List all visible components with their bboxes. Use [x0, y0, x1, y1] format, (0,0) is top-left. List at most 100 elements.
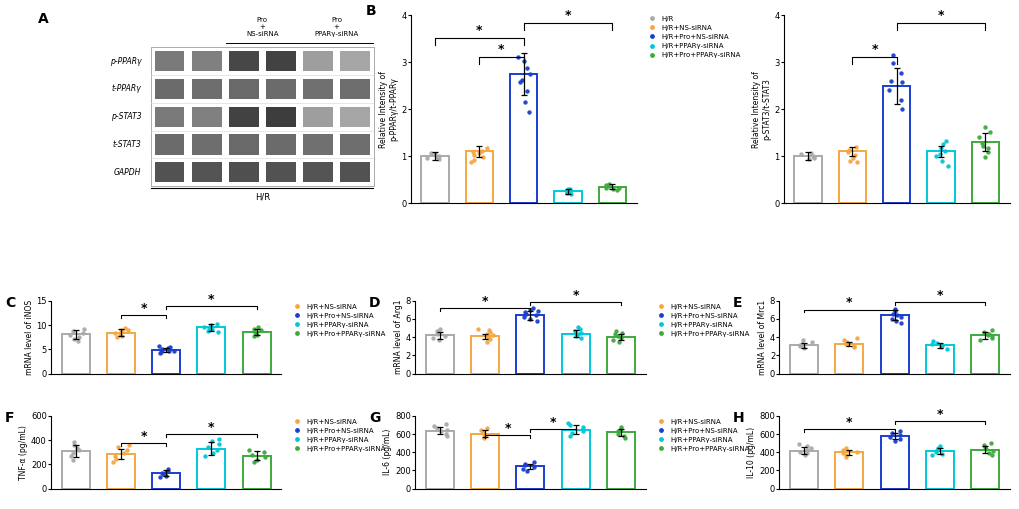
Text: *: *	[549, 415, 555, 429]
Bar	[151, 47, 373, 186]
Point	[834, 445, 850, 454]
Point	[517, 98, 533, 106]
Bar	[155, 162, 184, 182]
Point	[519, 64, 535, 72]
Text: *: *	[208, 293, 214, 305]
Point	[525, 304, 541, 312]
Point	[526, 458, 542, 466]
Point	[611, 425, 628, 433]
Point	[979, 448, 996, 457]
Point	[886, 307, 902, 315]
Point	[200, 327, 216, 335]
Point	[609, 430, 626, 438]
Bar	[471, 336, 498, 374]
Point	[65, 334, 82, 343]
Point	[887, 437, 903, 445]
Point	[517, 307, 533, 316]
Text: *: *	[497, 43, 504, 55]
Point	[892, 435, 908, 443]
Point	[153, 348, 169, 356]
Point	[65, 449, 82, 457]
Bar	[228, 162, 259, 182]
Point	[519, 467, 535, 475]
Point	[573, 334, 589, 342]
Point	[597, 184, 613, 192]
Point	[933, 449, 950, 458]
Point	[609, 332, 626, 341]
Bar	[266, 79, 296, 99]
Point	[107, 452, 123, 460]
Point	[838, 453, 854, 461]
Text: *: *	[141, 302, 147, 315]
Point	[794, 341, 810, 349]
Point	[798, 445, 814, 454]
Point	[431, 155, 447, 163]
Point	[204, 437, 220, 445]
Point	[428, 330, 444, 338]
Text: *: *	[846, 415, 852, 429]
Point	[931, 343, 948, 351]
Point	[795, 344, 811, 352]
Point	[201, 324, 217, 332]
Bar	[516, 316, 544, 374]
Point	[891, 431, 907, 439]
Text: *: *	[935, 289, 943, 302]
Point	[482, 328, 498, 336]
Bar	[970, 449, 998, 489]
Text: Pro
+
PPARγ-siRNA: Pro + PPARγ-siRNA	[314, 17, 359, 37]
Point	[848, 334, 864, 342]
Point	[892, 96, 908, 104]
Point	[430, 336, 446, 344]
Point	[248, 329, 264, 337]
Bar	[243, 456, 270, 489]
Point	[792, 447, 808, 456]
Bar	[340, 134, 370, 155]
Point	[845, 343, 861, 351]
Point	[105, 458, 121, 466]
Point	[65, 437, 82, 445]
Point	[484, 331, 500, 340]
Point	[802, 149, 818, 157]
Point	[110, 443, 126, 451]
Bar	[879, 436, 908, 489]
Point	[561, 186, 578, 194]
Point	[975, 441, 991, 449]
Text: B: B	[365, 4, 376, 18]
Point	[842, 157, 858, 165]
Bar	[228, 51, 259, 71]
Point	[976, 153, 993, 161]
Point	[478, 329, 494, 337]
Point	[463, 158, 479, 166]
Bar	[155, 51, 184, 71]
Point	[520, 107, 536, 116]
Point	[561, 184, 578, 192]
Point	[117, 324, 133, 332]
Point	[479, 337, 495, 346]
Point	[796, 451, 812, 459]
Point	[158, 471, 174, 479]
Point	[154, 346, 170, 354]
Point	[886, 305, 902, 313]
Point	[70, 336, 87, 345]
Point	[211, 440, 227, 448]
Point	[154, 345, 170, 353]
Point	[838, 341, 854, 349]
Point	[210, 328, 226, 336]
Bar	[192, 51, 221, 71]
Point	[933, 157, 950, 165]
Point	[247, 328, 263, 336]
Point	[979, 331, 996, 340]
Text: *: *	[141, 430, 147, 443]
Legend: H/R+NS-siRNA, H/R+Pro+NS-siRNA, H/R+PPARγ-siRNA, H/R+Pro+PPARγ-siRNA: H/R+NS-siRNA, H/R+Pro+NS-siRNA, H/R+PPAR…	[289, 418, 386, 453]
Bar	[228, 134, 259, 155]
Bar	[155, 134, 184, 155]
Point	[70, 333, 87, 341]
Point	[792, 150, 808, 158]
Point	[522, 70, 538, 78]
Point	[519, 87, 535, 95]
Point	[792, 342, 808, 350]
Point	[931, 150, 948, 158]
Point	[481, 335, 497, 343]
Point	[246, 458, 262, 466]
Point	[510, 52, 526, 61]
